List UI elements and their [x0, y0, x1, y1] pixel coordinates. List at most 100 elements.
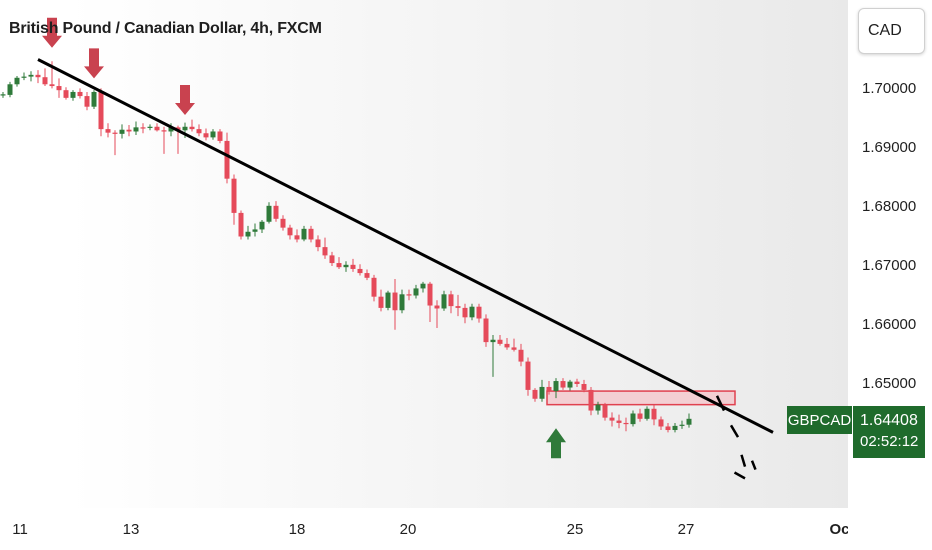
candle-body [42, 77, 48, 85]
y-tick-label: 1.68000 [862, 198, 917, 215]
candle-body [273, 205, 279, 219]
y-axis[interactable]: 1.70000 1.69000 1.68000 1.67000 1.66000 1.650… [848, 0, 932, 550]
candle-body [455, 306, 461, 308]
candlestick-chart [0, 17, 774, 480]
y-tick-label: 1.69000 [862, 139, 917, 156]
candle-body [385, 292, 391, 308]
candle-body [133, 127, 139, 132]
candle-body [651, 408, 657, 420]
candle-body [77, 91, 83, 97]
y-tick-label: 1.66000 [862, 316, 917, 333]
projection-dash [740, 454, 747, 467]
candle-body [217, 131, 223, 141]
candle-body [14, 77, 20, 85]
candle-body [406, 294, 412, 296]
candle-body [434, 305, 440, 309]
candle-body [70, 91, 76, 98]
x-tick-label: 13 [122, 521, 140, 538]
buy-arrow-icon [546, 428, 566, 459]
candle-body [672, 425, 678, 431]
candle-body [322, 247, 328, 256]
candle-body [644, 408, 650, 419]
candle-body [154, 126, 160, 131]
candle-body [567, 381, 573, 388]
candle-body [574, 381, 580, 384]
candle-body [0, 94, 6, 96]
candle-body [595, 404, 601, 411]
candle-body [161, 130, 167, 132]
candle-body [280, 218, 286, 228]
candle-body [315, 239, 321, 248]
candle-body [224, 140, 230, 179]
candle-body [49, 84, 55, 87]
candle-body [658, 419, 664, 427]
candle-body [420, 283, 426, 289]
sell-arrow-icon [84, 48, 104, 79]
candle-body [119, 129, 125, 134]
candle-body [7, 84, 13, 95]
candle-body [371, 277, 377, 297]
currency-button[interactable]: CAD [858, 8, 925, 54]
candle-body [399, 294, 405, 311]
candle-body [112, 132, 118, 134]
candle-body [462, 307, 468, 318]
x-tick-label: 25 [566, 521, 584, 538]
candle-body [511, 347, 517, 350]
candle-body [343, 264, 349, 268]
candle-body [28, 74, 34, 77]
trendline [37, 58, 774, 434]
candle-body [147, 126, 153, 128]
candle-body [581, 384, 587, 390]
candle-countdown: 02:52:12 [860, 433, 919, 450]
candle-body [378, 296, 384, 308]
candle-body [252, 229, 258, 232]
candle-body [56, 86, 62, 91]
candle-body [308, 228, 314, 240]
x-axis[interactable]: 11 13 18 20 25 27 Oct [0, 508, 855, 550]
candle-body [140, 127, 146, 129]
candle-body [357, 268, 363, 274]
candle-body [294, 235, 300, 240]
sell-arrow-icon [42, 17, 62, 48]
y-tick-label: 1.70000 [862, 80, 917, 97]
last-price-value: 1.64408 [860, 412, 918, 429]
x-tick-label: 11 [12, 521, 28, 538]
candle-body [98, 91, 104, 130]
candle-body [63, 90, 69, 98]
chart-plot-area[interactable]: British Pound / Canadian Dollar, 4h, FXC… [0, 0, 848, 508]
candle-body [189, 126, 195, 130]
candle-body [497, 339, 503, 344]
resistance-zone [546, 390, 736, 406]
candle-body [231, 178, 237, 213]
candle-body [364, 273, 370, 278]
candle-body [35, 74, 41, 78]
candle-body [413, 288, 419, 296]
chart-title: British Pound / Canadian Dollar, 4h, FXC… [9, 20, 322, 37]
candle-body [588, 389, 594, 411]
candle-body [441, 294, 447, 309]
candle-body [609, 417, 615, 421]
candle-body [448, 294, 454, 307]
candle-body [21, 76, 27, 78]
projection-dash [729, 424, 740, 438]
candle-body [504, 343, 510, 348]
candle-body [350, 264, 356, 269]
candle-body [329, 255, 335, 264]
x-tick-label: 18 [288, 521, 306, 538]
sell-arrow-icon [175, 84, 195, 115]
candle-body [553, 381, 559, 392]
candle-body [210, 131, 216, 138]
candle-body [259, 221, 265, 230]
y-tick-label: 1.65000 [862, 375, 917, 392]
candle-body [336, 263, 342, 268]
candle-body [287, 227, 293, 236]
candle-body [623, 422, 629, 425]
candle-body [175, 127, 181, 131]
candle-body [196, 129, 202, 134]
candle-body [301, 228, 307, 240]
candle-body [518, 349, 524, 362]
candle-body [532, 389, 538, 399]
candle-body [105, 129, 111, 133]
candle-body [203, 133, 209, 138]
candle-body [469, 306, 475, 318]
